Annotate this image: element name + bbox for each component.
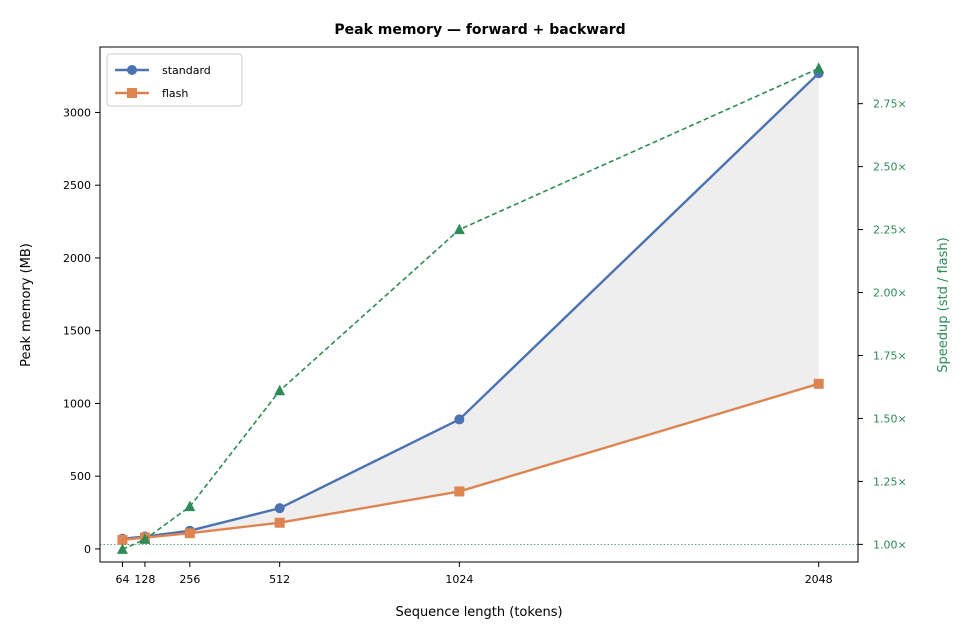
series-speedup-point: [184, 500, 196, 512]
chart-title: Peak memory — forward + backward: [334, 22, 625, 38]
x-axis-label: Sequence length (tokens): [395, 605, 562, 620]
y-tick-label: 1500: [63, 325, 91, 338]
x-tick-label: 512: [269, 573, 290, 586]
y-right-tick-label: 2.50×: [873, 161, 907, 174]
fill-between-polygon: [122, 73, 819, 540]
y-right-tick-label: 1.00×: [873, 538, 907, 551]
legend: standard flash: [106, 53, 243, 107]
legend-flash-label: flash: [162, 87, 188, 100]
series-flash-point: [274, 517, 285, 528]
series-flash-point: [117, 534, 128, 545]
x-tick-label: 1024: [445, 573, 473, 586]
legend-standard-label: standard: [162, 64, 211, 77]
series-speedup-point: [139, 533, 151, 544]
series-speedup-point: [813, 62, 825, 73]
y-tick-label: 1000: [63, 397, 91, 410]
series-layer: [116, 62, 825, 554]
series-speedup-point: [116, 543, 128, 554]
x-axis: 64 128 256 512 1024 2048: [115, 562, 833, 586]
series-standard-point: [454, 414, 465, 425]
series-speedup-point: [453, 223, 465, 235]
y-right-tick-label: 2.00×: [873, 287, 907, 300]
legend-flash-marker: [127, 88, 137, 98]
series-flash-point: [184, 528, 195, 539]
series-flash-point: [454, 486, 465, 497]
series-flash-point: [813, 378, 824, 389]
y-axis-label: Peak memory (MB): [19, 243, 34, 367]
y-right-tick-label: 2.75×: [873, 98, 907, 111]
x-tick-label: 64: [115, 573, 129, 586]
y-tick-label: 3000: [63, 106, 91, 119]
y-right-tick-label: 1.25×: [873, 475, 907, 488]
fill-between-area: [122, 73, 819, 540]
y-tick-label: 2000: [63, 252, 91, 265]
y-tick-label: 2500: [63, 179, 91, 192]
y-axis-left: 0 500 1000 1500 2000 2500 3000: [63, 106, 100, 556]
y-right-tick-label: 1.50×: [873, 412, 907, 425]
y-right-tick-label: 1.75×: [873, 349, 907, 362]
series-standard-point: [274, 503, 285, 514]
y-tick-label: 0: [84, 543, 91, 556]
series-speedup-point: [274, 384, 286, 396]
y-axis-right: 1.00× 1.25× 1.50× 1.75× 2.00× 2.25× 2.50× 2.75×: [858, 98, 907, 551]
y-tick-label: 500: [70, 470, 91, 483]
plot-frame: [99, 46, 859, 563]
y-axis-right-label: Speedup (std / flash): [936, 237, 951, 372]
x-tick-label: 128: [134, 573, 155, 586]
x-tick-label: 256: [179, 573, 200, 586]
y-right-tick-label: 2.25×: [873, 224, 907, 237]
legend-standard-marker: [127, 65, 137, 75]
x-tick-label: 2048: [805, 573, 833, 586]
